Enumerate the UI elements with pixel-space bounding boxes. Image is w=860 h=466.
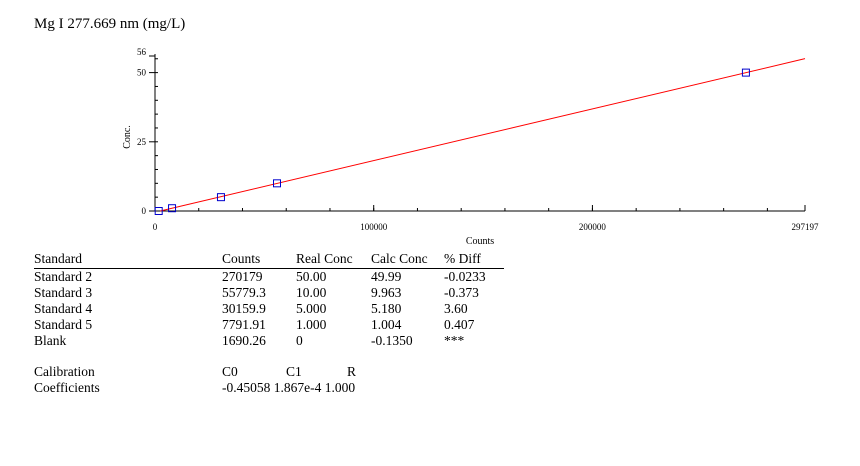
cell-calc-conc: 5.180: [371, 301, 402, 316]
x-tick-label: 297197: [792, 222, 820, 232]
cell-standard: Standard 2: [34, 269, 93, 284]
x-tick-label: 100000: [360, 222, 388, 232]
data-point: [272, 179, 281, 188]
data-point: [216, 193, 225, 202]
coef-header-c1: C1: [286, 364, 302, 379]
chart-title: Mg I 277.669 nm (mg/L): [34, 16, 186, 32]
fit-line: [160, 58, 806, 212]
fit-line-group: [160, 58, 806, 212]
header-counts: Counts: [222, 251, 261, 266]
x-tick-label: 0: [153, 222, 158, 232]
coef-values: -0.45058 1.867e-4 1.000: [222, 380, 356, 395]
standards-table: Standard Counts Real Conc Calc Conc % Di…: [34, 251, 514, 361]
data-point: [741, 68, 750, 77]
coef-header-r: R: [347, 364, 357, 379]
header-calc-conc: Calc Conc: [371, 251, 428, 266]
cell-standard: Standard 3: [34, 285, 93, 300]
coef-header-c0: C0: [222, 364, 238, 379]
cell-counts: 30159.9: [222, 301, 266, 316]
cell-real-conc: 10.00: [296, 285, 327, 300]
cell-real-conc: 5.000: [296, 301, 327, 316]
cell-calc-conc: -0.1350: [371, 333, 413, 348]
header-standard: Standard: [34, 251, 82, 266]
chart-ticks: 0 100000 200000 297197 0 25 50 56: [137, 47, 819, 232]
data-point: [154, 207, 163, 215]
cell-real-conc: 0: [296, 333, 303, 348]
y-tick-label: 0: [142, 206, 147, 216]
cell-calc-conc: 9.963: [371, 285, 402, 300]
coefficients-label: Coefficients: [34, 380, 100, 395]
cell-standard: Standard 4: [34, 301, 93, 316]
calibration-block: Calibration Coefficients C0 C1 R -0.4505…: [34, 364, 434, 404]
header-real-conc: Real Conc: [296, 251, 353, 266]
cell-calc-conc: 1.004: [371, 317, 402, 332]
y-tick-label: 50: [137, 68, 147, 78]
y-tick-label: 25: [137, 137, 147, 147]
x-tick-label: 200000: [579, 222, 607, 232]
cell-standard: Standard 5: [34, 317, 93, 332]
cell-counts: 7791.91: [222, 317, 266, 332]
cell-diff: 3.60: [444, 301, 468, 316]
cell-real-conc: 50.00: [296, 269, 327, 284]
x-axis-label: Counts: [466, 236, 494, 247]
cell-counts: 270179: [222, 269, 263, 284]
data-point: [168, 204, 177, 213]
cell-real-conc: 1.000: [296, 317, 327, 332]
cell-diff: -0.373: [444, 285, 479, 300]
y-axis-label: Conc.: [122, 125, 133, 149]
cell-diff: ***: [444, 333, 465, 348]
data-points: [154, 68, 750, 215]
cell-standard: Blank: [34, 333, 67, 348]
calibration-label: Calibration: [34, 364, 95, 379]
y-tick-label: 56: [137, 47, 147, 57]
cell-counts: 55779.3: [222, 285, 266, 300]
table-header: Standard Counts Real Conc Calc Conc % Di…: [34, 251, 504, 269]
cell-diff: 0.407: [444, 317, 475, 332]
cell-calc-conc: 49.99: [371, 269, 402, 284]
chart-axes: [154, 54, 805, 212]
calibration-chart: 0 100000 200000 297197 0 25 50 56 Counts Conc.: [122, 47, 819, 247]
cell-diff: -0.0233: [444, 269, 486, 284]
cell-counts: 1690.26: [222, 333, 266, 348]
header-diff: % Diff: [444, 251, 481, 266]
